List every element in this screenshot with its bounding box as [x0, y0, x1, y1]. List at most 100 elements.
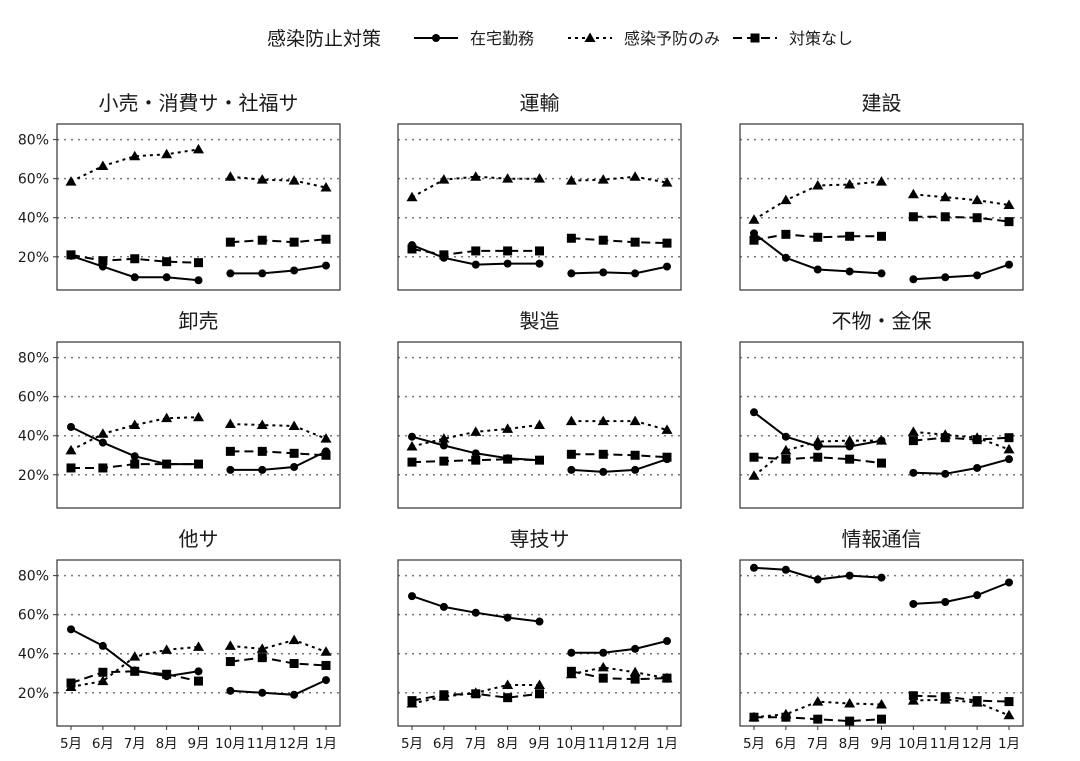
data-point	[813, 265, 822, 274]
data-point	[781, 454, 791, 464]
y-tick-label: 20%	[18, 468, 49, 484]
data-point	[534, 173, 545, 183]
series-2	[65, 411, 332, 455]
data-point	[129, 150, 141, 161]
series-line	[230, 656, 327, 667]
data-point	[162, 273, 171, 282]
data-point	[470, 426, 482, 436]
x-tick-label: 6月	[433, 736, 455, 752]
x-tick-label: 11月	[930, 736, 961, 752]
data-point	[194, 276, 203, 285]
data-point	[1004, 697, 1014, 707]
series-3	[66, 446, 331, 473]
data-point	[909, 275, 918, 284]
x-tick-label: 7月	[807, 736, 829, 752]
data-point	[908, 436, 918, 446]
data-point	[597, 661, 609, 672]
series-line	[571, 458, 668, 473]
data-point	[973, 271, 982, 280]
data-point	[320, 646, 332, 656]
data-point	[193, 411, 204, 422]
series-line	[70, 670, 199, 684]
data-point	[129, 651, 141, 661]
legend-item: 対策なし	[733, 29, 853, 48]
x-tick-label: 6月	[92, 736, 114, 752]
data-point	[407, 696, 417, 706]
data-point	[290, 266, 299, 275]
x-tick-label: 1月	[998, 736, 1020, 752]
data-point	[161, 148, 173, 159]
x-tick-label: 8月	[839, 736, 861, 752]
data-point	[226, 686, 235, 695]
panel: 建設	[739, 91, 1024, 291]
data-point	[161, 644, 173, 654]
legend-items: 在宅勤務 感染予防のみ 対策なし	[414, 29, 853, 48]
legend-item: 感染予防のみ	[568, 29, 720, 48]
data-point	[502, 423, 514, 433]
series-2	[406, 415, 673, 451]
data-point	[748, 214, 760, 224]
series-3	[749, 212, 1014, 245]
data-point	[567, 465, 576, 474]
data-point	[130, 459, 140, 469]
data-point	[65, 176, 77, 186]
data-point	[972, 213, 982, 223]
series-line	[913, 458, 1010, 475]
data-point	[630, 237, 640, 247]
data-point	[812, 696, 824, 706]
series-3	[66, 234, 331, 268]
data-point	[1005, 260, 1013, 269]
data-point	[535, 617, 544, 626]
data-point	[289, 659, 299, 669]
data-point	[598, 673, 608, 683]
data-point	[535, 689, 544, 699]
data-point	[438, 433, 450, 443]
panel-border	[397, 123, 682, 291]
data-point	[781, 712, 791, 722]
data-point	[321, 660, 331, 670]
data-point	[780, 194, 792, 205]
series-line	[571, 265, 668, 275]
data-point	[408, 432, 416, 441]
data-point	[567, 269, 576, 278]
series-line	[913, 581, 1010, 605]
data-point	[290, 462, 299, 471]
data-point	[1003, 443, 1015, 454]
y-tick-label: 60%	[18, 172, 49, 188]
data-point	[876, 435, 887, 445]
data-point	[1003, 199, 1015, 210]
data-point	[971, 194, 983, 205]
series-3	[407, 449, 672, 467]
panel: 専技サ 5月 6月 7月 8月 9月 10月 11月 12月 1月	[397, 527, 682, 752]
x-tick-label: 12月	[279, 736, 310, 752]
y-tick-label: 80%	[18, 569, 49, 585]
data-point	[288, 634, 300, 645]
data-point	[876, 176, 887, 186]
data-point	[973, 463, 982, 472]
data-point	[909, 599, 918, 608]
series-line	[913, 436, 1010, 442]
data-point	[193, 641, 204, 651]
data-point	[408, 592, 416, 601]
y-tick-label: 40%	[18, 429, 49, 445]
series-1	[750, 563, 1013, 608]
data-point	[940, 433, 950, 443]
data-point	[907, 426, 919, 436]
panel-title: 小売・消費サ・社福サ	[99, 91, 299, 115]
data-point	[288, 175, 300, 185]
panel: 運輸	[397, 91, 682, 291]
series-2	[406, 661, 673, 708]
data-point	[503, 246, 513, 256]
series-line	[230, 238, 327, 244]
series-3	[66, 653, 331, 688]
data-point	[598, 235, 608, 245]
y-tick-label: 80%	[18, 351, 49, 367]
panel-title: 専技サ	[510, 527, 570, 551]
data-point	[599, 648, 608, 657]
series-line	[571, 670, 668, 681]
y-tick-label: 20%	[18, 686, 49, 702]
data-point	[535, 259, 544, 268]
data-point	[471, 260, 480, 269]
data-point	[939, 191, 951, 202]
data-point	[597, 174, 609, 184]
